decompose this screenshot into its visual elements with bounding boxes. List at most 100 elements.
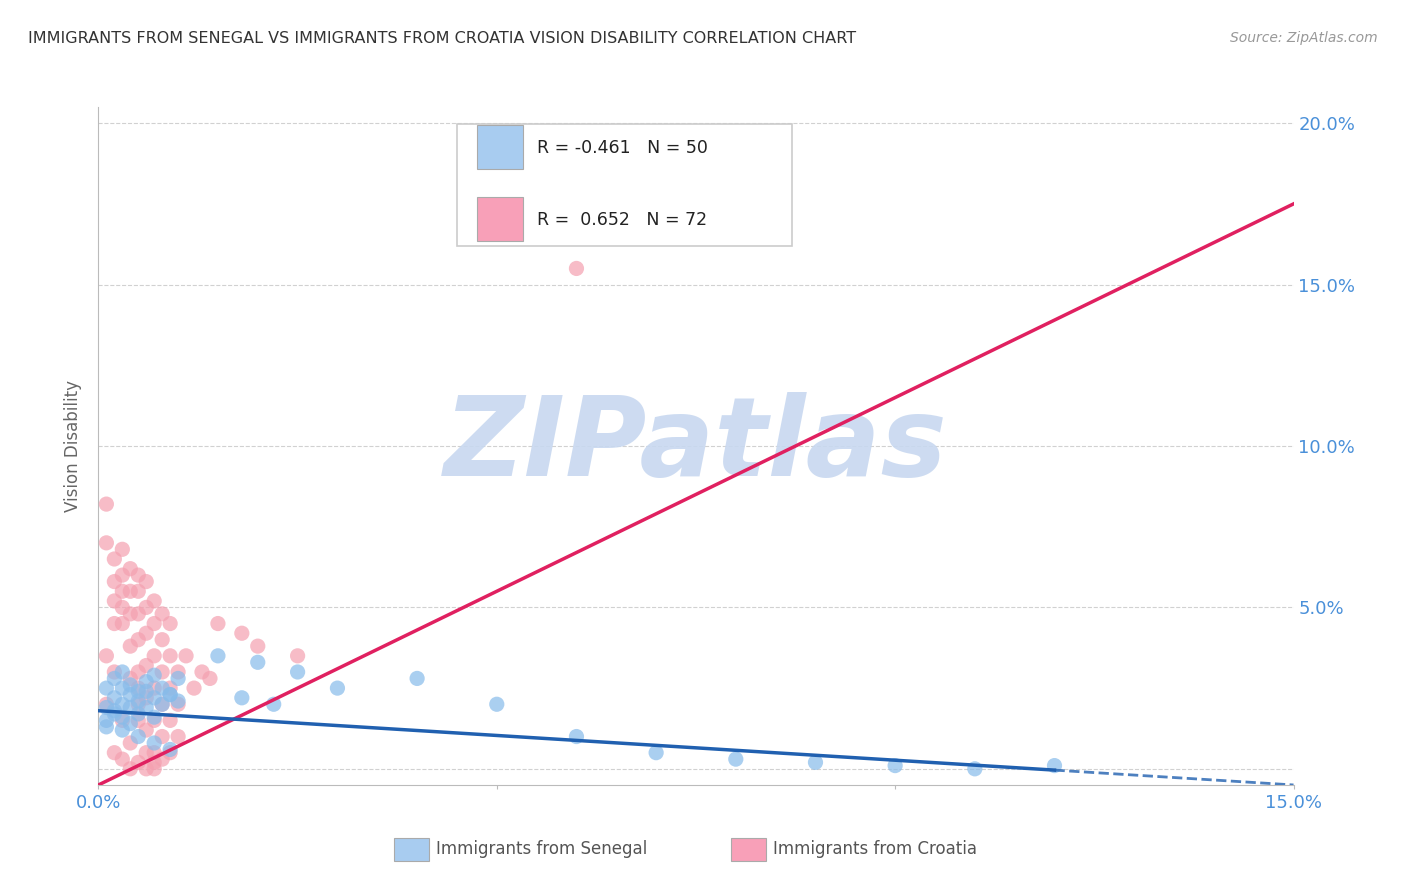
Point [135, 690, 157, 705]
Point [127, 694, 149, 708]
Point [120, 736, 142, 750]
Point [127, 706, 149, 721]
Point [143, 710, 166, 724]
Point [207, 648, 229, 663]
Text: ZIPatlas: ZIPatlas [444, 392, 948, 500]
Point [120, 716, 142, 731]
Text: R = -0.461   N = 50: R = -0.461 N = 50 [537, 139, 707, 157]
Point [406, 672, 429, 686]
Point [1043, 758, 1066, 772]
Point [120, 688, 142, 702]
Point [103, 672, 125, 686]
Point [246, 639, 269, 653]
Point [111, 616, 134, 631]
Point [111, 752, 134, 766]
Point [127, 665, 149, 679]
Bar [477, 126, 523, 169]
Point [135, 700, 157, 714]
Point [135, 674, 157, 689]
Point [96, 648, 118, 663]
Point [135, 684, 157, 698]
Point [103, 690, 125, 705]
Point [804, 756, 827, 770]
Point [724, 752, 747, 766]
Bar [477, 197, 523, 241]
Point [127, 756, 149, 770]
Point [167, 730, 190, 744]
Point [96, 681, 118, 695]
Point [96, 698, 118, 712]
Point [127, 568, 149, 582]
Point [207, 616, 229, 631]
Point [565, 730, 588, 744]
Point [884, 758, 907, 772]
Point [103, 574, 125, 589]
Text: Immigrants from Senegal: Immigrants from Senegal [436, 840, 647, 858]
Point [287, 648, 309, 663]
Point [485, 698, 508, 712]
Point [111, 681, 134, 695]
Point [143, 746, 166, 760]
Point [143, 648, 166, 663]
Point [135, 626, 157, 640]
Point [231, 690, 253, 705]
Point [103, 594, 125, 608]
Point [246, 655, 269, 669]
Point [103, 552, 125, 566]
Point [143, 690, 166, 705]
Point [174, 648, 197, 663]
Point [135, 574, 157, 589]
Point [150, 665, 173, 679]
Point [120, 584, 142, 599]
Point [111, 542, 134, 557]
Point [111, 584, 134, 599]
Point [191, 665, 214, 679]
Point [120, 639, 142, 653]
Point [143, 681, 166, 695]
Point [103, 616, 125, 631]
Point [120, 672, 142, 686]
Point [103, 665, 125, 679]
Point [111, 600, 134, 615]
Point [127, 730, 149, 744]
Point [120, 700, 142, 714]
Point [120, 678, 142, 692]
Point [127, 584, 149, 599]
Point [135, 600, 157, 615]
Point [645, 746, 668, 760]
Point [159, 746, 181, 760]
Point [96, 497, 118, 511]
Point [127, 698, 149, 712]
Point [103, 746, 125, 760]
Point [159, 688, 181, 702]
Point [135, 658, 157, 673]
Point [159, 742, 181, 756]
Point [167, 672, 190, 686]
Point [111, 710, 134, 724]
Point [96, 720, 118, 734]
Point [263, 698, 285, 712]
Text: R =  0.652   N = 72: R = 0.652 N = 72 [537, 211, 707, 228]
Point [159, 688, 181, 702]
Point [167, 698, 190, 712]
Point [159, 616, 181, 631]
Point [150, 681, 173, 695]
Text: Source: ZipAtlas.com: Source: ZipAtlas.com [1230, 31, 1378, 45]
Point [135, 723, 157, 737]
Point [135, 746, 157, 760]
Point [120, 762, 142, 776]
Point [111, 714, 134, 728]
Point [565, 261, 588, 276]
Text: IMMIGRANTS FROM SENEGAL VS IMMIGRANTS FROM CROATIA VISION DISABILITY CORRELATION: IMMIGRANTS FROM SENEGAL VS IMMIGRANTS FR… [28, 31, 856, 46]
Point [150, 752, 173, 766]
Point [135, 762, 157, 776]
Point [127, 607, 149, 621]
Point [150, 632, 173, 647]
Point [150, 607, 173, 621]
Point [159, 714, 181, 728]
Point [143, 668, 166, 682]
Point [167, 665, 190, 679]
Point [143, 736, 166, 750]
Point [103, 704, 125, 718]
Point [96, 536, 118, 550]
